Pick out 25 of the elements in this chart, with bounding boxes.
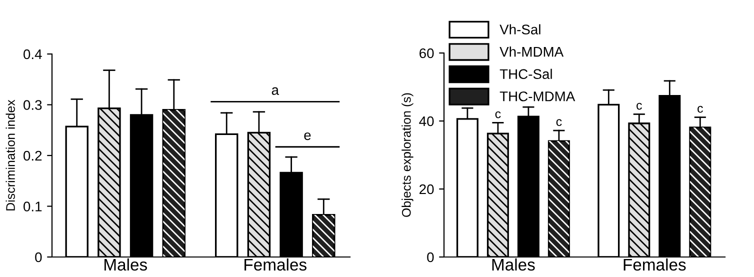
y-tick-label: 0 <box>427 252 434 262</box>
y-tick-label: 0.3 <box>24 100 42 110</box>
y-tick-label: 20 <box>420 184 434 194</box>
y-tick-label: 0 <box>35 252 42 262</box>
legend-label: Vh-Sal <box>500 24 540 34</box>
y-axis-title: Discrimination index <box>6 100 15 210</box>
y-tick-label: 0.1 <box>24 202 42 212</box>
y-tick-label: 0.4 <box>24 49 42 60</box>
annotation: c <box>636 102 642 110</box>
x-tick-label: Females <box>244 258 306 271</box>
annotation: a <box>272 87 279 95</box>
legend-label: THC-MDMA <box>500 91 576 102</box>
annotation: e <box>304 132 311 140</box>
y-tick-label: 60 <box>420 48 434 58</box>
annotation: c <box>495 111 501 118</box>
annotation: c <box>698 106 703 113</box>
annotation: c <box>556 119 562 126</box>
y-tick-label: 0.2 <box>24 150 42 161</box>
legend-label: Vh-MDMA <box>500 46 564 57</box>
x-tick-label: Males <box>104 258 148 271</box>
x-tick-label: Females <box>624 258 686 271</box>
legend-label: THC-Sal <box>500 68 552 80</box>
x-tick-label: Males <box>492 258 535 271</box>
y-tick-label: 40 <box>419 116 434 126</box>
y-axis-title: Objects exploration (s) <box>402 93 414 217</box>
